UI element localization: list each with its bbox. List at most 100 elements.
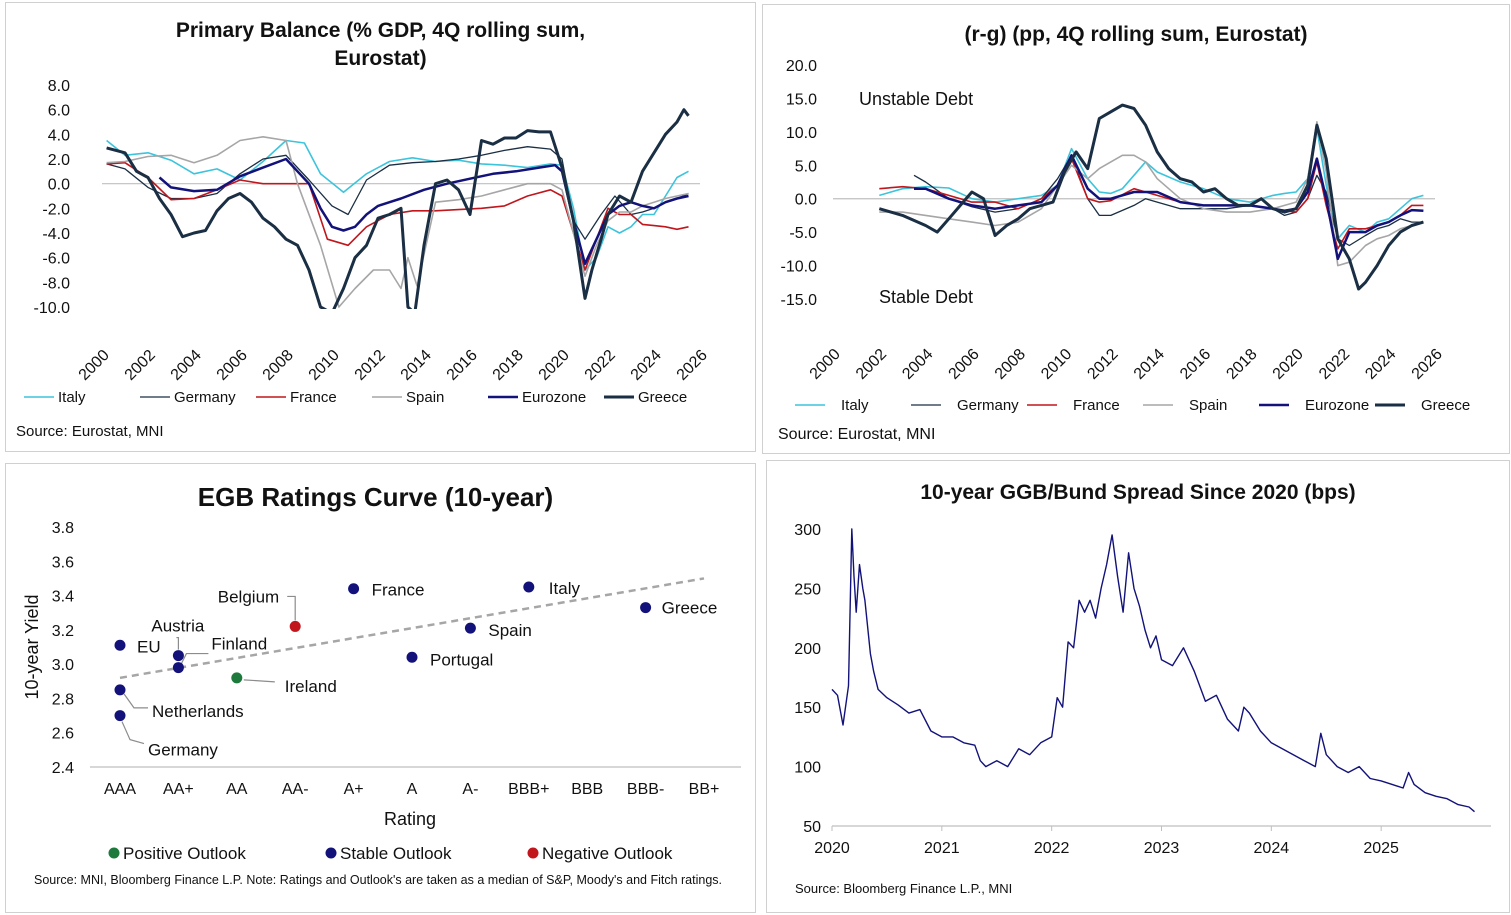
- y-tick-label: 3.4: [52, 589, 74, 606]
- legend-label-greece: Greece: [1421, 397, 1470, 414]
- ratings-curve-panel: EGB Ratings Curve (10-year) 3.8 3.6 3.4 3.2…: [5, 463, 756, 913]
- x-tick-label: BBB: [571, 781, 603, 798]
- point-label-netherlands: Netherlands: [152, 702, 244, 721]
- legend-label-negative: Negative Outlook: [542, 844, 673, 863]
- label-leader-belgium: [287, 595, 296, 621]
- y-tick-label: 8.0: [48, 78, 70, 95]
- legend-marker-negative: [527, 847, 539, 859]
- y-tick-label: -10.0: [34, 300, 71, 317]
- point-portugal: [406, 651, 418, 663]
- point-ireland: [231, 672, 243, 684]
- x-tick-label: 2020: [1270, 346, 1307, 383]
- primary-balance-panel: Primary Balance (% GDP, 4Q rolling sum, …: [5, 2, 756, 452]
- point-label-austria: Austria: [151, 617, 204, 636]
- point-belgium: [289, 620, 301, 632]
- x-tick-label: 2022: [1316, 346, 1353, 383]
- x-tick-label: 2006: [946, 346, 983, 383]
- y-tick-label: 15.0: [786, 91, 817, 108]
- legend-label-positive: Positive Outlook: [123, 844, 246, 863]
- y-tick-label: 3.8: [52, 520, 74, 537]
- x-tick-label: 2004: [168, 347, 205, 384]
- x-tick-label: AA-: [282, 781, 309, 798]
- x-tick-label: 2018: [1223, 346, 1260, 383]
- label-leader-netherlands: [123, 693, 148, 709]
- legend-label-spain: Spain: [406, 389, 444, 406]
- unstable-debt-annotation: Unstable Debt: [859, 89, 973, 109]
- legend-label-germany: Germany: [174, 389, 236, 406]
- y-tick-label: 150: [794, 700, 821, 717]
- x-tick-label: BBB-: [627, 781, 664, 798]
- x-tick-label: 2020: [536, 347, 573, 384]
- chart-source: Source: Bloomberg Finance L.P., MNI: [795, 881, 1013, 896]
- point-italy: [523, 581, 535, 593]
- point-label-belgium: Belgium: [218, 587, 279, 606]
- x-tick-label: 2010: [1038, 346, 1075, 383]
- x-tick-label: 2016: [1177, 346, 1214, 383]
- legend-label-eurozone: Eurozone: [1305, 397, 1369, 414]
- y-tick-label: -4.0: [42, 226, 70, 243]
- y-tick-label: -5.0: [789, 225, 817, 242]
- r-minus-g-chart: 20.0 15.0 10.0 5.0 0.0 -5.0 -10.0 -15.0 2000 2002…: [781, 58, 1471, 414]
- chart-title: Primary Balance (% GDP, 4Q rolling sum, …: [6, 17, 755, 73]
- x-tick-label: 2012: [352, 347, 389, 384]
- y-tick-label: 5.0: [795, 158, 817, 175]
- point-label-ireland: Ireland: [285, 677, 337, 696]
- y-tick-label: -10.0: [781, 259, 818, 276]
- y-tick-label: 250: [794, 581, 821, 598]
- legend-label-spain: Spain: [1189, 397, 1227, 414]
- x-tick-label: 2008: [992, 346, 1029, 383]
- legend-label-france: France: [290, 389, 337, 406]
- point-label-italy: Italy: [549, 579, 581, 598]
- point-label-germany: Germany: [148, 741, 218, 760]
- series-line-eurozone: [158, 157, 689, 266]
- chart-title: (r-g) (pp, 4Q rolling sum, Eurostat): [964, 23, 1308, 46]
- legend-marker-stable: [325, 847, 337, 859]
- y-tick-label: -6.0: [42, 251, 70, 268]
- legend-label-france: France: [1073, 397, 1120, 414]
- y-tick-label: 2.8: [52, 691, 74, 708]
- x-tick-label: 2004: [899, 346, 936, 383]
- x-tick-label: 2018: [490, 347, 527, 384]
- x-tick-label: 2020: [814, 840, 850, 857]
- x-tick-label: 2024: [1254, 840, 1290, 857]
- label-leader-germany: [121, 721, 145, 745]
- x-tick-label: 2026: [674, 347, 711, 384]
- x-tick-label: 2008: [260, 347, 297, 384]
- x-tick-label: BB+: [689, 781, 720, 798]
- y-tick-label: -15.0: [781, 292, 818, 309]
- y-tick-label: 0.0: [795, 192, 817, 209]
- series-line-greece: [106, 108, 690, 309]
- x-tick-label: 2010: [306, 347, 343, 384]
- series-line-italy: [106, 139, 689, 271]
- primary-balance-chart: 8.0 6.0 4.0 2.0 0.0 -2.0 -4.0 -6.0 -8.0 -10.0 2000…: [24, 78, 711, 406]
- label-leader-ireland: [243, 679, 275, 683]
- x-tick-label: 2000: [76, 347, 113, 384]
- y-tick-label: 3.0: [52, 657, 74, 674]
- legend-label-italy: Italy: [841, 397, 869, 414]
- chart-title: 10-year GGB/Bund Spread Since 2020 (bps): [920, 481, 1356, 504]
- series-line-france: [106, 161, 689, 271]
- y-tick-label: 4.0: [48, 127, 70, 144]
- x-tick-label: 2014: [1131, 346, 1168, 383]
- y-tick-label: 10.0: [786, 125, 817, 142]
- point-label-eu: EU: [137, 637, 161, 656]
- point-austria: [172, 650, 184, 662]
- y-tick-label: 300: [794, 522, 821, 539]
- x-axis-title: Rating: [384, 809, 436, 829]
- y-tick-label: 0.0: [48, 177, 70, 194]
- series-line-eurozone: [914, 154, 1424, 261]
- x-tick-label: 2024: [1362, 346, 1399, 383]
- x-tick-label: 2025: [1363, 840, 1399, 857]
- point-finland: [172, 662, 184, 674]
- y-tick-label: 2.4: [52, 760, 74, 777]
- chart-source: Source: Eurostat, MNI: [16, 423, 164, 440]
- x-tick-label: 2024: [628, 347, 665, 384]
- chart-title: EGB Ratings Curve (10-year): [197, 482, 554, 512]
- label-leader-austria: [176, 636, 179, 650]
- point-france: [348, 583, 360, 595]
- legend-label-eurozone: Eurozone: [522, 389, 586, 406]
- x-tick-label: A+: [344, 781, 364, 798]
- r-minus-g-panel: (r-g) (pp, 4Q rolling sum, Eurostat) 20.…: [762, 4, 1510, 454]
- x-tick-label: 2014: [398, 347, 435, 384]
- x-tick-label: 2006: [214, 347, 251, 384]
